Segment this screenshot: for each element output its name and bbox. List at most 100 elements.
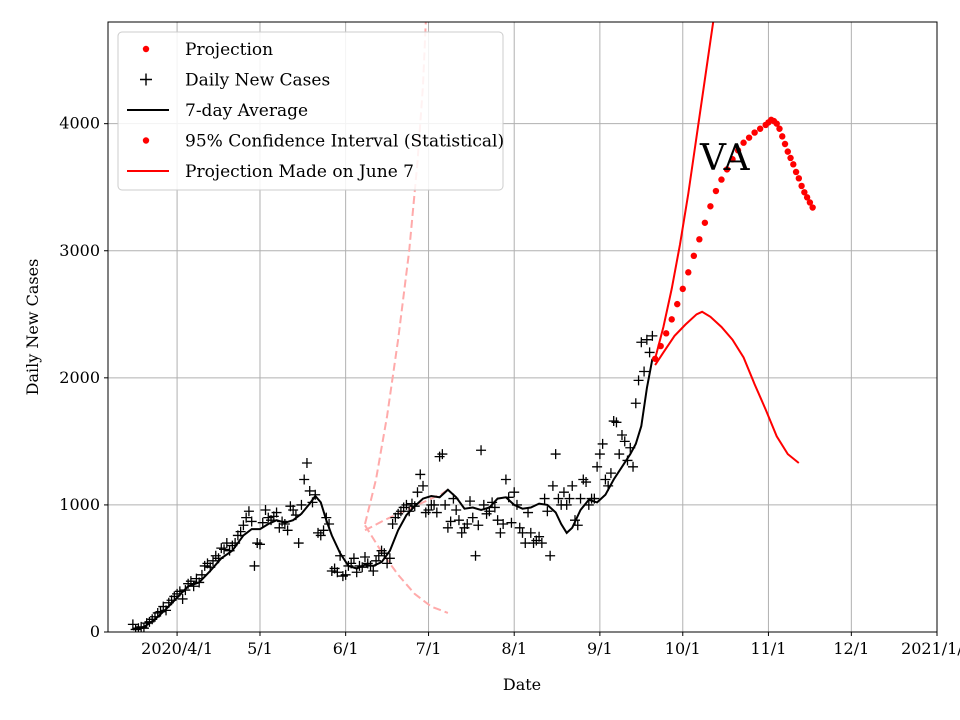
legend-label-95-confidence-interval-statistical: 95% Confidence Interval (Statistical) (185, 132, 504, 152)
daily-case-point (489, 502, 500, 513)
daily-case-point (592, 461, 603, 472)
daily-case-point (564, 493, 575, 504)
daily-case-point (260, 505, 271, 515)
daily-case-point (641, 334, 652, 345)
projection-point (734, 147, 742, 154)
projection-point (690, 252, 698, 260)
daily-case-point (495, 527, 506, 538)
plot-frame (107, 21, 938, 633)
daily-case-point (440, 499, 451, 510)
projection-point (801, 189, 808, 196)
daily-case-point (476, 445, 487, 456)
daily-case-point (368, 566, 379, 576)
daily-case-point (605, 468, 616, 479)
x-tick-label: 8/1 (501, 639, 527, 658)
projection-point (723, 166, 731, 173)
daily-case-point (581, 477, 592, 488)
legend: Projection Daily New Cases 7-day Average 95… (117, 31, 504, 191)
legend-label-daily-new-cases: Daily New Cases (185, 71, 330, 91)
projection-point (792, 168, 800, 176)
daily-case-point (282, 525, 293, 536)
daily-case-point (597, 438, 608, 449)
projection-point (790, 161, 797, 168)
daily-case-point (415, 469, 426, 480)
daily-case-point (442, 522, 453, 533)
legend-label-projection: Projection (185, 40, 273, 60)
x-tick-label: 11/1 (750, 639, 786, 658)
daily-case-point (241, 512, 252, 523)
daily-case-point (567, 480, 578, 491)
daily-case-point (429, 499, 440, 510)
daily-case-point (373, 550, 384, 561)
axis-ticks: 2020/4/1 5/1 6/1 7/1 8/1 9/1 10/1 11/1 12/1 2021/… (59, 114, 960, 658)
projection-point (740, 139, 747, 146)
plot-area (127, 22, 816, 632)
daily-case-point (600, 474, 611, 485)
projection-point (718, 176, 725, 183)
daily-case-point (296, 499, 307, 510)
daily-case-point (536, 538, 547, 549)
daily-case-point (534, 531, 545, 542)
projection-point (685, 269, 692, 276)
daily-case-point (470, 550, 481, 561)
daily-case-point (639, 366, 650, 377)
daily-case-point (550, 449, 561, 460)
daily-case-point (208, 555, 219, 566)
daily-case-point (498, 518, 509, 529)
projection-point (779, 133, 786, 140)
daily-case-point (492, 515, 503, 526)
projection-point (745, 134, 753, 141)
daily-case-point (235, 526, 246, 537)
legend-dot-icon (142, 137, 150, 144)
daily-case-point (545, 550, 556, 561)
projection-point (668, 316, 675, 323)
x-axis-label: Date (503, 675, 541, 694)
daily-case-point (431, 507, 442, 518)
daily-case-point (382, 558, 393, 569)
daily-case-point (456, 527, 467, 538)
daily-case-point (257, 517, 268, 528)
projection-point (781, 140, 789, 148)
daily-case-point (506, 517, 517, 528)
legend-label-7-day-average: 7-day Average (185, 101, 308, 121)
projection-point (787, 154, 794, 162)
daily-case-point (542, 506, 553, 517)
state-label: VA (699, 138, 751, 179)
daily-case-point (614, 449, 625, 460)
y-axis-label: Daily New Cases (23, 259, 42, 396)
legend-dot-icon (142, 45, 150, 53)
daily-case-point (238, 520, 249, 531)
projection-point (674, 300, 681, 308)
series-group (127, 22, 816, 632)
daily-case-point (246, 516, 257, 527)
projection-point (773, 120, 780, 127)
daily-case-point (293, 538, 304, 549)
daily-case-point (304, 485, 315, 496)
daily-case-point (249, 560, 260, 571)
projection-point (651, 355, 659, 362)
projection-point (795, 175, 803, 182)
daily-case-point (348, 553, 359, 564)
daily-case-point (318, 525, 329, 536)
legend-label-projection-made-on-june-7: Projection Made on June 7 (185, 162, 414, 182)
projection-point (712, 187, 720, 195)
daily-case-point (243, 506, 254, 517)
x-tick-label: 10/1 (665, 639, 701, 658)
y-tick-label: 0 (90, 622, 100, 641)
projection-point (798, 182, 805, 190)
legend-box (117, 31, 504, 191)
projection-point (696, 236, 703, 243)
7-day-average-line (132, 358, 654, 631)
daily-case-point (636, 337, 647, 348)
daily-case-point (628, 461, 639, 472)
daily-case-point (299, 474, 310, 485)
daily-case-point (464, 496, 475, 507)
projection-point (701, 219, 709, 226)
daily-case-point (594, 449, 605, 460)
daily-case-point (127, 619, 138, 630)
ci-lower-statistical-line (654, 310, 800, 464)
x-tick-label: 5/1 (247, 639, 273, 658)
daily-case-point (177, 593, 188, 604)
daily-case-point (401, 499, 412, 510)
